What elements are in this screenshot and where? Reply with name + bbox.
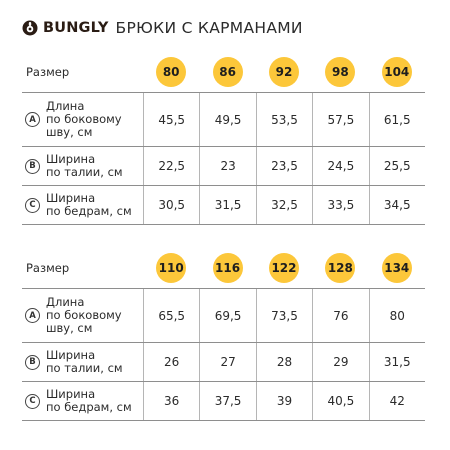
row-label: Ширина по талии, см [46, 152, 123, 179]
bungly-logo-icon [22, 20, 38, 36]
row-label: Длина по боковому шву, см [46, 295, 122, 335]
table-cell: 22,5 [143, 147, 199, 185]
size-badge: 104 [381, 57, 412, 87]
table-cell: 37,5 [199, 382, 255, 420]
table-cell: 53,5 [255, 93, 312, 146]
row-label: Ширина по талии, см [46, 348, 123, 375]
measure-badge-c: C [25, 393, 40, 409]
table-cell: 23 [199, 147, 255, 185]
size-header-row: Размер 80 86 92 98 104 [22, 52, 425, 92]
table-cell: 76 [312, 289, 368, 342]
size-badge: 86 [212, 57, 243, 87]
table-cell: 33,5 [312, 186, 368, 224]
table-cell: 61,5 [368, 93, 425, 146]
size-badge: 122 [268, 253, 299, 283]
table-cell: 29 [312, 343, 368, 381]
table-row-waist: B Ширина по талии, см 26 27 28 29 31,5 [22, 342, 425, 381]
table-cell: 42 [368, 382, 425, 420]
table-row-hips: C Ширина по бедрам, см 30,5 31,5 32,5 33… [22, 185, 425, 225]
table-row-length: A Длина по боковому шву, см 45,5 49,5 53… [22, 92, 425, 146]
table-cell: 49,5 [199, 93, 255, 146]
table-row-waist: B Ширина по талии, см 22,5 23 23,5 24,5 … [22, 146, 425, 185]
table-cell: 40,5 [312, 382, 368, 420]
table-cell: 25,5 [368, 147, 425, 185]
size-badge: 134 [381, 253, 412, 283]
size-badge: 128 [325, 253, 356, 283]
size-badge: 80 [156, 57, 187, 87]
size-badge: 110 [156, 253, 187, 283]
table-cell: 30,5 [143, 186, 199, 224]
table-cell: 31,5 [199, 186, 255, 224]
table-cell: 80 [368, 289, 425, 342]
table-cell: 57,5 [312, 93, 368, 146]
brand-name: BUNGLY [43, 20, 109, 36]
size-badge: 98 [325, 57, 356, 87]
table-cell: 36 [143, 382, 199, 420]
header: BUNGLY БРЮКИ С КАРМАНАМИ [22, 16, 303, 40]
measure-badge-a: A [25, 112, 40, 127]
table-cell: 39 [255, 382, 312, 420]
table-cell: 65,5 [143, 289, 199, 342]
size-header-row: Размер 110 116 122 128 134 [22, 248, 425, 288]
measure-badge-c: C [25, 197, 40, 213]
table-cell: 23,5 [255, 147, 312, 185]
size-badge: 116 [212, 253, 243, 283]
table-cell: 34,5 [368, 186, 425, 224]
table-row-hips: C Ширина по бедрам, см 36 37,5 39 40,5 4… [22, 381, 425, 421]
table-cell: 27 [199, 343, 255, 381]
size-badge: 92 [268, 57, 299, 87]
size-table-2: Размер 110 116 122 128 134 A Длина по бо… [22, 248, 425, 421]
row-label: Ширина по бедрам, см [46, 387, 132, 414]
measure-badge-a: A [25, 308, 40, 323]
table-cell: 73,5 [255, 289, 312, 342]
row-label: Длина по боковому шву, см [46, 99, 122, 139]
size-label: Размер [26, 65, 70, 79]
table-cell: 24,5 [312, 147, 368, 185]
size-table-1: Размер 80 86 92 98 104 A Длина по боково… [22, 52, 425, 225]
measure-badge-b: B [25, 158, 40, 174]
table-cell: 28 [255, 343, 312, 381]
table-cell: 45,5 [143, 93, 199, 146]
size-label: Размер [26, 261, 70, 275]
table-cell: 69,5 [199, 289, 255, 342]
table-cell: 32,5 [255, 186, 312, 224]
table-row-length: A Длина по боковому шву, см 65,5 69,5 73… [22, 288, 425, 342]
table-cell: 31,5 [368, 343, 425, 381]
row-label: Ширина по бедрам, см [46, 191, 132, 218]
table-cell: 26 [143, 343, 199, 381]
page-title: БРЮКИ С КАРМАНАМИ [115, 19, 303, 37]
measure-badge-b: B [25, 354, 40, 370]
